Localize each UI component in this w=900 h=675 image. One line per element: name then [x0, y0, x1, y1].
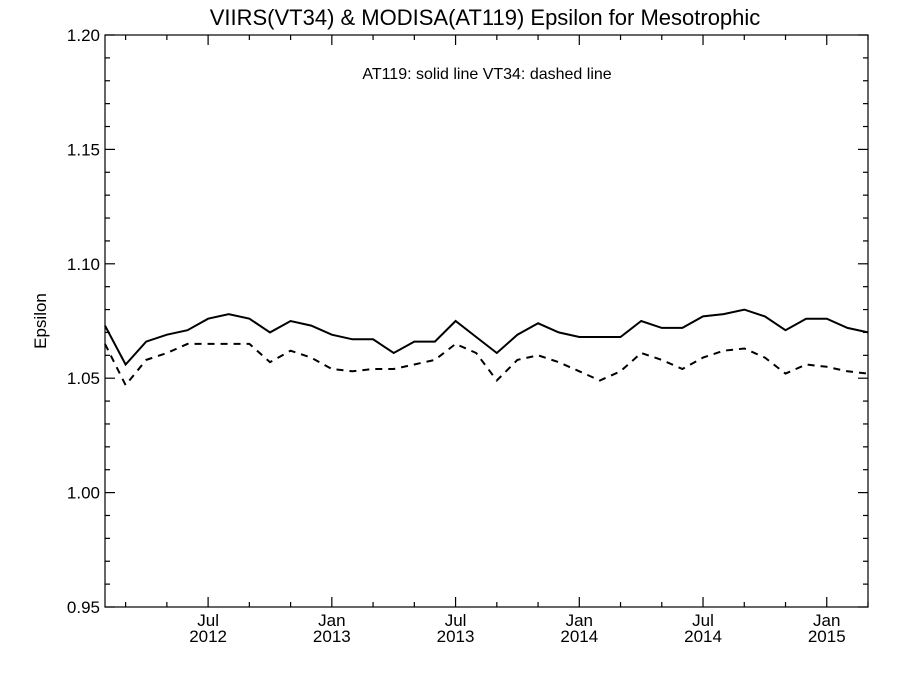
x-tick-label-year: 2013	[437, 627, 475, 646]
series-line-at119	[104, 308, 869, 367]
series-line-vt34	[104, 342, 869, 387]
x-tick-label-month: Jul	[445, 611, 467, 630]
x-tick-label-year: 2013	[313, 627, 351, 646]
x-tick-label-year: 2012	[189, 627, 227, 646]
y-tick-label: 1.00	[67, 484, 100, 503]
y-tick-label: 1.05	[67, 369, 100, 388]
x-tick-label-year: 2014	[684, 627, 722, 646]
x-tick-label-month: Jan	[318, 611, 345, 630]
y-tick-label: 0.95	[67, 598, 100, 617]
series-lines	[104, 308, 869, 387]
chart-title: VIIRS(VT34) & MODISA(AT119) Epsilon for …	[210, 5, 761, 30]
x-tick-label-year: 2015	[808, 627, 846, 646]
y-tick-label: 1.20	[67, 26, 100, 45]
y-axis-label: Epsilon	[31, 293, 50, 349]
plot-frame	[104, 34, 869, 608]
axis-ticks: 0.951.001.051.101.151.20Jul2012Jan2013Ju…	[67, 26, 869, 646]
line-style-annotation: AT119: solid line VT34: dashed line	[362, 66, 611, 83]
x-tick-label-year: 2014	[560, 627, 598, 646]
x-tick-label-month: Jul	[197, 611, 219, 630]
y-tick-label: 1.15	[67, 140, 100, 159]
y-tick-label: 1.10	[67, 255, 100, 274]
x-tick-label-month: Jan	[566, 611, 593, 630]
x-tick-label-month: Jan	[813, 611, 840, 630]
x-tick-label-month: Jul	[692, 611, 714, 630]
